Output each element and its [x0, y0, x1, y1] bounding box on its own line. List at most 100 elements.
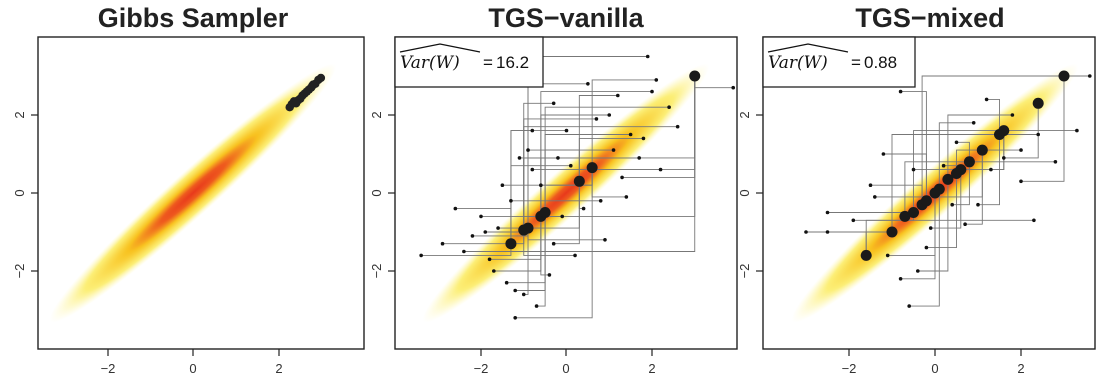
- trajectory-segment: [1021, 76, 1065, 182]
- proposal-point: [551, 101, 556, 106]
- proposal-point: [560, 214, 565, 219]
- trajectory-segment: [532, 76, 696, 171]
- proposal-point: [675, 124, 680, 129]
- x-tick-label: −2: [842, 361, 857, 376]
- proposal-point: [976, 202, 980, 207]
- proposal-point: [603, 238, 607, 242]
- proposal-point: [954, 140, 959, 145]
- proposal-point: [500, 183, 505, 187]
- proposal-point: [607, 113, 612, 117]
- proposal-point: [496, 226, 500, 230]
- proposal-point: [573, 253, 577, 258]
- proposal-point: [963, 222, 967, 226]
- trajectory-segment: [515, 212, 546, 291]
- proposal-point: [804, 230, 808, 234]
- trajectory-segment: [523, 126, 678, 231]
- trajectory-segment: [956, 141, 970, 162]
- proposal-point: [581, 206, 586, 211]
- proposal-point: [440, 241, 445, 246]
- proposal-point: [1019, 148, 1023, 152]
- proposal-point: [1002, 156, 1006, 160]
- trajectory-segment: [887, 193, 936, 256]
- weighted-sample-point: [689, 70, 701, 82]
- weighted-sample-point: [886, 226, 898, 238]
- proposal-point: [667, 105, 671, 109]
- proposal-point: [1010, 113, 1015, 117]
- proposal-point: [928, 226, 933, 230]
- proposal-point: [924, 245, 929, 250]
- weighted-sample-point: [860, 249, 872, 261]
- x-tick-label: 0: [189, 361, 196, 376]
- proposal-point: [513, 316, 517, 320]
- x-tick-label: −2: [101, 361, 116, 376]
- proposal-point: [526, 148, 530, 152]
- y-tick-label: 2: [12, 111, 27, 118]
- proposal-point: [487, 257, 492, 262]
- x-tick-label: 2: [1017, 361, 1024, 376]
- proposal-point: [941, 163, 946, 168]
- proposal-point: [556, 156, 560, 160]
- trajectory-segment: [930, 169, 962, 229]
- proposal-point: [479, 214, 483, 219]
- proposal-point: [534, 304, 539, 308]
- x-tick-label: −2: [474, 361, 489, 376]
- proposal-point: [539, 183, 543, 187]
- annotation-label: Var(W): [768, 53, 828, 73]
- proposal-point: [1036, 132, 1040, 137]
- proposal-point: [898, 277, 903, 281]
- proposal-point: [453, 206, 458, 211]
- trajectory-segment: [913, 130, 1005, 171]
- trajectory-segment: [921, 75, 1090, 205]
- trajectory-segment: [591, 79, 657, 168]
- trajectory-segment: [510, 165, 571, 244]
- x-tick-label: 0: [562, 361, 569, 376]
- proposal-point: [513, 288, 517, 293]
- proposal-point: [851, 218, 856, 223]
- trajectory-segment: [1003, 103, 1039, 159]
- proposal-point: [873, 195, 877, 199]
- sample-point: [306, 83, 316, 92]
- proposal-point: [645, 54, 650, 59]
- proposal-point: [509, 199, 513, 203]
- weighted-sample-point: [976, 144, 988, 156]
- panel-title: Gibbs Sampler: [98, 3, 289, 33]
- trajectory-segment: [891, 134, 1039, 232]
- weighted-sample-point: [573, 175, 585, 187]
- proposal-point: [517, 156, 522, 160]
- proposal-point: [594, 117, 599, 121]
- proposal-point: [731, 85, 736, 90]
- trajectory-segment: [986, 98, 1000, 135]
- proposal-point: [611, 148, 616, 152]
- svg-text:=: =: [483, 53, 493, 72]
- panel-tgs-mixed: TGS−mixed Var(W) = 0.88 −2 0 2 −2 0 2: [737, 3, 1096, 376]
- proposal-point: [911, 167, 916, 172]
- proposal-point: [825, 230, 830, 234]
- trajectory-segment: [553, 181, 580, 245]
- proposal-point: [504, 280, 509, 285]
- trajectory-segment: [926, 173, 957, 249]
- proposal-point: [916, 269, 920, 273]
- trajectory-segment: [938, 122, 974, 190]
- proposal-point: [628, 132, 633, 137]
- proposal-point: [971, 121, 976, 125]
- trajectory-segment: [515, 167, 593, 319]
- proposal-point: [650, 89, 654, 94]
- y-tick-label: 0: [737, 189, 752, 196]
- trajectory-segment: [523, 230, 576, 256]
- weighted-sample-point: [955, 164, 967, 176]
- proposal-point: [547, 273, 552, 277]
- weighted-sample-point: [942, 173, 954, 185]
- proposal-point: [624, 195, 629, 199]
- trajectory-segment: [591, 167, 627, 198]
- proposal-point: [616, 93, 620, 98]
- variance-annotation: Var(W) = 16.2: [394, 36, 544, 88]
- weighted-sample-point: [505, 238, 517, 250]
- panel-title: TGS−mixed: [855, 3, 1004, 33]
- proposal-point: [419, 253, 423, 258]
- proposal-point: [1032, 218, 1036, 223]
- proposal-point: [568, 163, 573, 168]
- panel-gibbs: Gibbs Sampler −2 0 2 −2 0 2: [12, 3, 365, 376]
- y-tick-label: −2: [369, 264, 384, 279]
- hat-accent: [767, 43, 849, 53]
